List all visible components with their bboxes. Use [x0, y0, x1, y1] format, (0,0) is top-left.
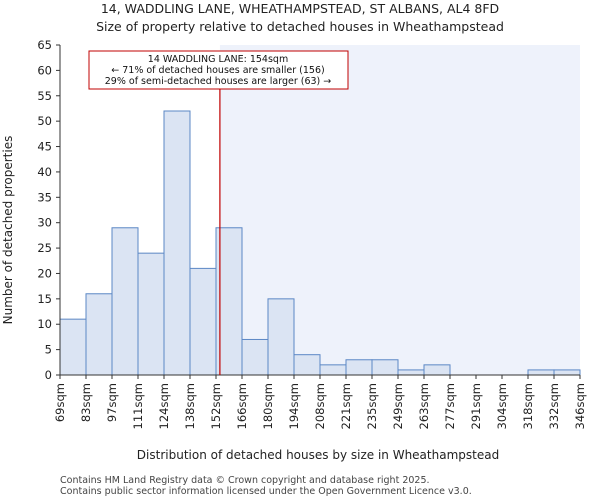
x-tick-label: 111sqm: [131, 383, 145, 429]
bar-194sqm: [293, 354, 321, 376]
bar-180sqm: [267, 298, 295, 376]
bar-208sqm: [319, 364, 347, 376]
x-tick-label: 263sqm: [417, 383, 431, 429]
y-tick-label: 20: [37, 266, 52, 280]
y-tick-label: 10: [37, 317, 52, 331]
y-tick-label: 5: [45, 343, 52, 357]
x-tick-label: 97sqm: [105, 383, 119, 422]
y-tick-label: 55: [37, 89, 52, 103]
annotation-frame: [88, 50, 349, 90]
bar-332sqm: [553, 369, 581, 376]
x-tick-label: 208sqm: [313, 383, 327, 429]
bar-83sqm: [85, 293, 113, 376]
footer-copyright: Contains HM Land Registry data © Crown c…: [60, 475, 430, 486]
y-tick-label: 45: [37, 140, 52, 154]
x-tick-label: 277sqm: [443, 383, 457, 429]
bar-97sqm: [111, 227, 139, 376]
x-tick-label: 180sqm: [261, 383, 275, 429]
annotation-smaller: ← 71% of detached houses are smaller (15…: [111, 65, 324, 76]
bar-221sqm: [345, 359, 373, 376]
bars-group: [59, 110, 581, 376]
y-tick-label: 35: [37, 190, 52, 204]
y-tick-label: 60: [37, 63, 52, 77]
y-tick-label: 0: [45, 368, 52, 382]
x-tick-label: 166sqm: [235, 383, 249, 429]
y-tick-label: 30: [37, 216, 52, 230]
x-tick-label: 318sqm: [521, 383, 535, 429]
x-tick-label: 138sqm: [183, 383, 197, 429]
y-tick-label: 25: [37, 241, 52, 255]
y-tick-label: 50: [37, 114, 52, 128]
x-tick-label: 124sqm: [157, 383, 171, 429]
x-tick-label: 194sqm: [287, 383, 301, 429]
chart-subtitle: Size of property relative to detached ho…: [96, 19, 504, 34]
bar-166sqm: [241, 338, 269, 376]
x-tick-label: 69sqm: [53, 383, 67, 422]
x-tick-label: 249sqm: [391, 383, 405, 429]
x-tick-label: 304sqm: [495, 383, 509, 429]
bar-235sqm: [371, 359, 399, 376]
y-tick-label: 15: [37, 292, 52, 306]
x-tick-label: 291sqm: [469, 383, 483, 429]
annotation-box: 14 WADDLING LANE: 154sqm ← 71% of detach…: [88, 50, 349, 90]
annotation-larger: 29% of semi-detached houses are larger (…: [105, 76, 332, 87]
x-axis: 69sqm 83sqm 97sqm 111sqm 124sqm 138sqm 152sqm 1…: [53, 375, 587, 429]
x-tick-label: 83sqm: [79, 383, 93, 422]
x-tick-label: 346sqm: [573, 383, 587, 429]
bar-138sqm: [189, 267, 217, 376]
bar-69sqm: [59, 318, 87, 376]
annotation-title: 14 WADDLING LANE: 154sqm: [148, 54, 288, 65]
bar-318sqm: [527, 369, 555, 376]
bar-249sqm: [397, 369, 425, 376]
chart-title: 14, WADDLING LANE, WHEATHAMPSTEAD, ST AL…: [101, 1, 499, 16]
y-tick-label: 40: [37, 165, 52, 179]
x-tick-label: 235sqm: [365, 383, 379, 429]
x-axis-label: Distribution of detached houses by size …: [137, 448, 499, 462]
y-axis: 0 5 10 15 20 25 30 35 40 45 50 55 60 65: [37, 38, 60, 382]
y-tick-label: 65: [37, 38, 52, 52]
x-tick-label: 152sqm: [209, 383, 223, 429]
footer-licence: Contains public sector information licen…: [60, 486, 472, 497]
bar-124sqm: [163, 110, 191, 376]
x-tick-label: 221sqm: [339, 383, 353, 429]
bar-263sqm: [423, 364, 451, 376]
bar-111sqm: [137, 252, 165, 376]
y-axis-label: Number of detached properties: [1, 136, 15, 325]
x-tick-label: 332sqm: [547, 383, 561, 429]
